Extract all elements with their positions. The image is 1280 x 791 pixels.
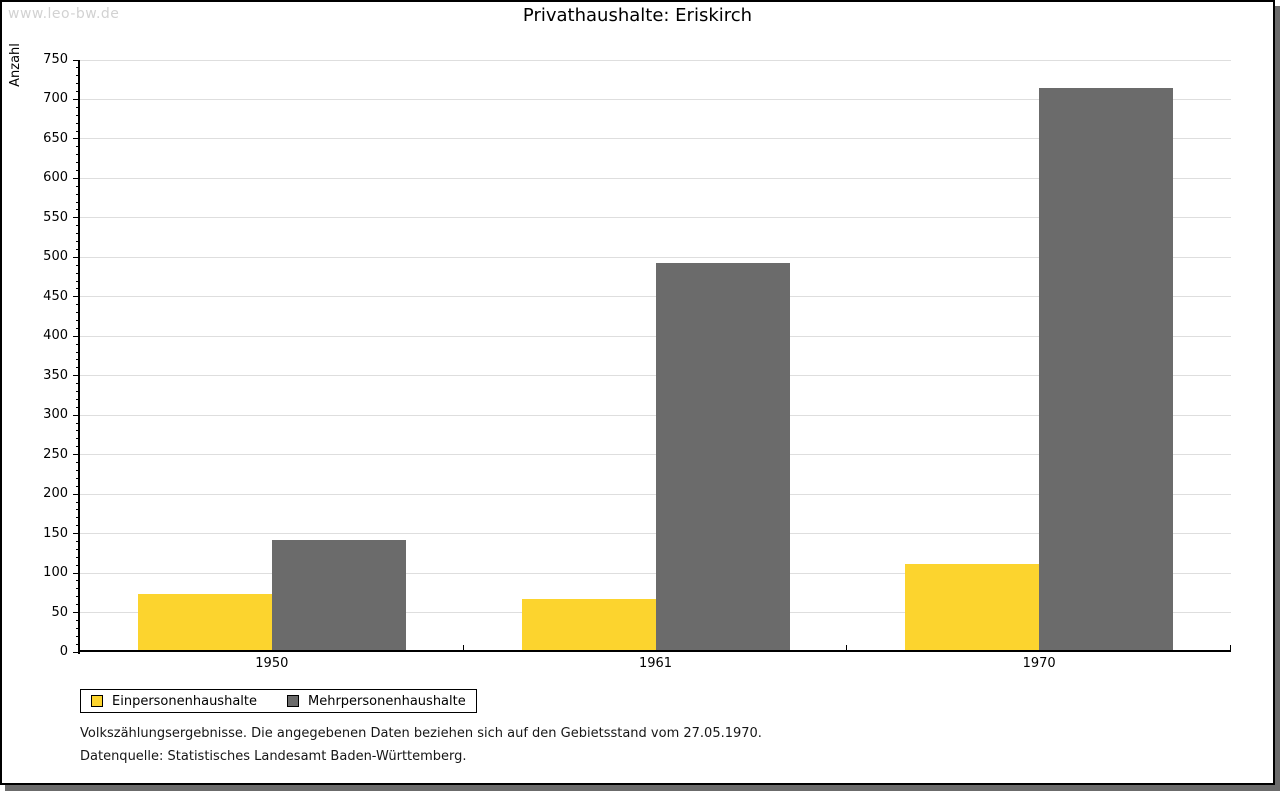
category-label-1950: 1950 bbox=[255, 656, 289, 671]
y-tick-label: 600 bbox=[43, 170, 68, 186]
y-tick-label: 650 bbox=[43, 130, 68, 146]
y-major-tick bbox=[73, 651, 80, 653]
y-gridline bbox=[80, 217, 1231, 219]
y-tick-label: 400 bbox=[43, 328, 68, 344]
y-tick-label: 450 bbox=[43, 288, 68, 304]
bar-mehrpersonenhaushalte-1970 bbox=[1039, 88, 1174, 650]
y-gridline bbox=[80, 256, 1231, 258]
bar-einpersonenhaushalte-1950 bbox=[137, 594, 272, 650]
y-gridline bbox=[80, 59, 1231, 61]
y-major-tick bbox=[73, 177, 80, 179]
y-major-tick bbox=[73, 335, 80, 337]
y-major-tick bbox=[73, 612, 80, 614]
y-gridline bbox=[80, 177, 1231, 179]
y-tick-label: 300 bbox=[43, 407, 68, 423]
y-major-tick bbox=[73, 572, 80, 574]
bar-mehrpersonenhaushalte-1961 bbox=[655, 263, 790, 650]
footnote-census-info: Volkszählungsergebnisse. Die angegebenen… bbox=[80, 726, 762, 741]
legend-label-einpersonenhaushalte: Einpersonenhaushalte bbox=[112, 693, 257, 709]
x-axis-line bbox=[78, 650, 1231, 652]
y-tick-label: 500 bbox=[43, 249, 68, 265]
chart-title: Privathaushalte: Eriskirch bbox=[522, 5, 753, 26]
y-major-tick bbox=[73, 138, 80, 140]
legend-label-mehrpersonenhaushalte: Mehrpersonenhaushalte bbox=[308, 693, 466, 709]
legend: Einpersonenhaushalte Mehrpersonenhaushal… bbox=[80, 689, 477, 713]
y-gridline bbox=[80, 98, 1231, 100]
y-tick-label: 350 bbox=[43, 367, 68, 383]
bar-einpersonenhaushalte-1961 bbox=[521, 599, 656, 650]
x-boundary-tick bbox=[1230, 645, 1231, 650]
x-boundary-tick bbox=[79, 645, 80, 650]
y-major-tick bbox=[73, 454, 80, 456]
bar-einpersonenhaushalte-1970 bbox=[905, 564, 1040, 650]
y-tick-label: 100 bbox=[43, 565, 68, 581]
y-tick-label: 50 bbox=[51, 604, 68, 620]
x-boundary-tick bbox=[462, 645, 464, 650]
watermark-leo-bw: www.leo-bw.de bbox=[8, 6, 120, 22]
y-tick-label: 750 bbox=[43, 52, 68, 67]
legend-item-mehrpersonenhaushalte: Mehrpersonenhaushalte bbox=[287, 694, 466, 709]
y-major-tick bbox=[73, 59, 80, 61]
y-major-tick bbox=[73, 493, 80, 495]
y-tick-label: 250 bbox=[43, 446, 68, 462]
y-tick-label: 150 bbox=[43, 525, 68, 541]
y-major-tick bbox=[73, 256, 80, 258]
y-major-tick bbox=[73, 533, 80, 535]
y-axis-line bbox=[78, 60, 80, 654]
bar-mehrpersonenhaushalte-1950 bbox=[271, 540, 406, 650]
footnote-data-source: Datenquelle: Statistisches Landesamt Bad… bbox=[80, 749, 467, 764]
y-major-tick bbox=[73, 98, 80, 100]
y-major-tick bbox=[73, 414, 80, 416]
legend-swatch-einpersonenhaushalte bbox=[91, 695, 103, 707]
y-major-tick bbox=[73, 296, 80, 298]
y-tick-label: 550 bbox=[43, 209, 68, 225]
y-tick-label: 700 bbox=[43, 91, 68, 107]
category-label-1961: 1961 bbox=[638, 656, 673, 671]
category-label-1970: 1970 bbox=[1022, 656, 1056, 671]
x-boundary-tick bbox=[846, 645, 848, 650]
legend-item-einpersonenhaushalte: Einpersonenhaushalte bbox=[91, 694, 257, 709]
y-major-tick bbox=[73, 375, 80, 377]
y-gridline bbox=[80, 138, 1231, 140]
y-tick-label: 0 bbox=[59, 644, 68, 659]
legend-swatch-mehrpersonenhaushalte bbox=[287, 695, 299, 707]
y-tick-label: 200 bbox=[43, 486, 68, 502]
y-major-tick bbox=[73, 217, 80, 219]
